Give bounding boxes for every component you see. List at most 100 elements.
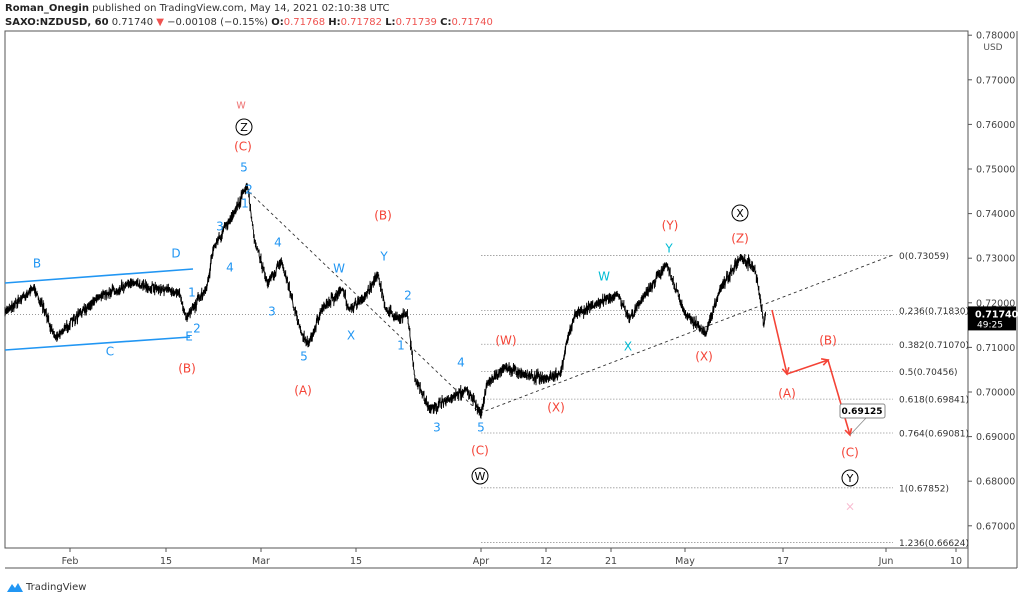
wave-label: (X)	[547, 401, 565, 415]
target-price-label: 0.69125	[842, 407, 883, 417]
x-tick-label: 10	[950, 556, 962, 567]
wave-circle-icon	[235, 118, 253, 136]
wave-label: (C)	[471, 444, 489, 458]
fib-level-label: 0.618(0.69841)	[899, 396, 969, 406]
arrow-head-icon	[781, 367, 790, 376]
logo-text: TradingView	[26, 581, 87, 593]
wave-label: W	[333, 262, 345, 276]
currency-label: USD	[983, 43, 1002, 53]
y-tick-label: 0.75000	[976, 165, 1015, 176]
wave-label: 5	[240, 161, 248, 175]
x-tick-label: 12	[540, 556, 552, 567]
wave-label: 1	[397, 339, 405, 353]
wave-label: 1	[188, 286, 196, 300]
y-tick-label: 0.77000	[976, 75, 1015, 86]
low-label: L:	[385, 17, 396, 28]
y-tick-label: 0.72000	[976, 298, 1015, 309]
circled-wave-text: Y	[846, 472, 854, 485]
circled-wave-label: X	[731, 204, 749, 222]
arrow-head-icon	[820, 358, 830, 366]
target-callout-pointer	[849, 417, 867, 436]
y-tick-label: 0.70000	[976, 388, 1015, 399]
target-callout-box	[839, 403, 886, 419]
current-price-badge	[968, 306, 1016, 331]
open-label: O:	[271, 17, 284, 28]
y-tick-label: 0.67000	[976, 521, 1015, 532]
wave-label: 3	[216, 220, 224, 234]
low-value: 0.71739	[395, 17, 437, 28]
wave-circle-icon	[471, 467, 489, 485]
wave-circle-icon	[841, 469, 859, 487]
fib-level-label: 0.764(0.69081)	[899, 429, 969, 439]
symbol-info: SAXO:NZDUSD, 60 0.71740 ▼ −0.00108 (−0.1…	[5, 17, 493, 28]
circled-wave-label: W	[471, 467, 489, 485]
x-tick-label: 15	[350, 556, 362, 567]
high-value: 0.71782	[340, 17, 382, 28]
wave-label: (Y)	[662, 219, 679, 233]
y-tick-label: 0.78000	[976, 31, 1015, 42]
tradingview-logo-icon	[7, 583, 23, 592]
circled-wave-text: Z	[240, 121, 248, 134]
wave-label: 2	[404, 289, 412, 303]
wave-label: (C)	[234, 140, 252, 154]
wave-label: C	[106, 345, 114, 359]
wave-label: (W)	[495, 334, 516, 348]
channel-lower-line	[4, 336, 191, 351]
wave-label: Y	[379, 250, 388, 264]
x-tick-label: 17	[777, 556, 789, 567]
fib-level-label: 1(0.67852)	[899, 484, 949, 494]
wave-label: 1	[241, 197, 249, 211]
x-tick-label: Jun	[878, 556, 894, 567]
x-tick-label: Mar	[252, 556, 270, 567]
fib-level-label: 0.5(0.70456)	[899, 368, 958, 378]
wave-label: 3	[268, 305, 276, 319]
circled-wave-label: Y	[841, 469, 859, 487]
tradingview-logo[interactable]: TradingView	[6, 581, 86, 593]
circled-wave-text: W	[475, 470, 486, 483]
x-tick-label: Apr	[473, 556, 490, 567]
wave-label: 2	[245, 183, 253, 197]
wave-label: (B)	[374, 209, 392, 223]
price-line-series	[4, 182, 766, 419]
close-value: 0.71740	[451, 17, 493, 28]
high-label: H:	[328, 17, 341, 28]
wave-label: 5	[477, 421, 485, 435]
symbol: SAXO:NZDUSD, 60	[5, 17, 109, 28]
circled-wave-text: X	[736, 207, 744, 220]
wave-label: (B)	[178, 362, 196, 376]
y-tick-label: 0.73000	[976, 254, 1015, 265]
wave-label: E	[185, 330, 193, 344]
x-tick-label: May	[675, 556, 695, 567]
y-tick-label: 0.71000	[976, 343, 1015, 354]
wave-label: (A)	[294, 384, 312, 398]
circled-wave-label: Z	[235, 118, 253, 136]
author-name[interactable]: Roman_Onegin	[5, 3, 89, 14]
wave-label: 5	[300, 350, 308, 364]
wave-label: D	[171, 247, 180, 261]
wave-label: 2	[193, 322, 201, 336]
wave-label: W	[598, 270, 610, 284]
fib-level-label: 0(0.73059)	[899, 252, 949, 262]
projection-path	[771, 309, 851, 436]
fib-level-label: 0.236(0.71830)	[899, 307, 969, 317]
channel-upper-line	[4, 268, 194, 284]
wave-label: w	[236, 98, 246, 112]
wave-label: ×	[845, 500, 855, 514]
y-tick-label: 0.76000	[976, 120, 1015, 131]
current-price-value: 0.71740	[975, 309, 1019, 320]
wave-label: (C)	[841, 446, 859, 460]
x-tick-label: 21	[605, 556, 617, 567]
triangle-down-icon: ▼	[156, 17, 164, 28]
bar-countdown: 49:25	[977, 320, 1003, 330]
y-tick-label: 0.69000	[976, 432, 1015, 443]
wave-circle-icon	[731, 204, 749, 222]
wave-label: 4	[274, 236, 282, 250]
wave-label: Y	[664, 242, 673, 256]
wave-label: B	[33, 257, 41, 271]
publish-info: Roman_Onegin published on TradingView.co…	[5, 3, 389, 14]
y-tick-label: 0.74000	[976, 209, 1015, 220]
x-tick-label: 15	[160, 556, 172, 567]
wave-label: X	[347, 329, 355, 343]
price-change: −0.00108 (−0.15%)	[167, 17, 269, 28]
